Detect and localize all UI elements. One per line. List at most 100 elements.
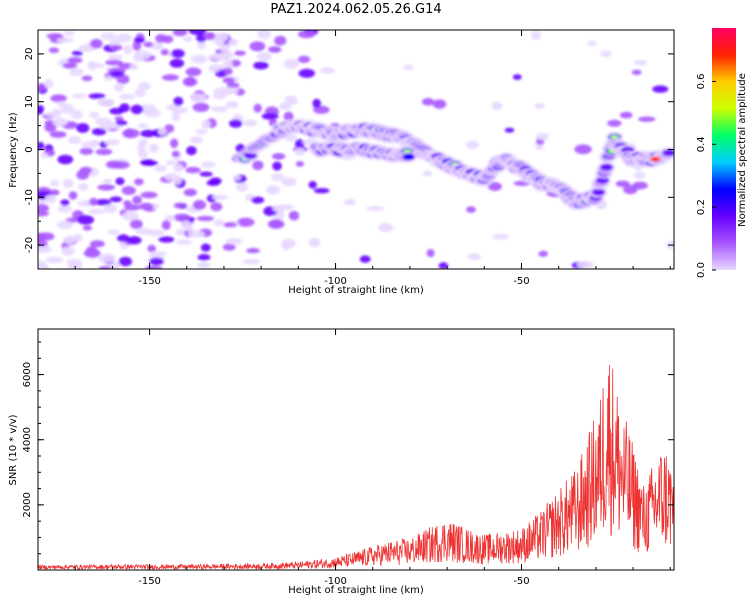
heatmap-cell (274, 35, 287, 46)
heatmap-cell (284, 95, 298, 102)
heatmap-cell (70, 109, 83, 120)
heatmap-cell (535, 132, 550, 141)
x-tick-label: -50 (513, 576, 529, 587)
heatmap-cell (217, 52, 230, 61)
heatmap-cell (79, 147, 94, 155)
heatmap-cell (232, 175, 242, 181)
heatmap-cell (124, 128, 134, 138)
heatmap-cell (288, 210, 300, 221)
heatmap-cell (253, 61, 269, 70)
heatmap-cell (421, 98, 435, 106)
heatmap-cell (56, 37, 74, 43)
heatmap-cell (43, 79, 54, 89)
heatmap-cell (154, 165, 167, 172)
colorbar-tick-label: 0.6 (696, 73, 707, 89)
heatmap-cell (587, 40, 597, 47)
x-tick-label: -50 (513, 276, 529, 287)
heatmap-cell (137, 123, 149, 129)
heatmap-cell (150, 42, 164, 51)
heatmap-cell (189, 136, 203, 144)
heatmap-cell (133, 37, 145, 43)
heatmap-cell (268, 46, 282, 53)
heatmap-cell (169, 58, 185, 68)
heatmap-cell (161, 220, 171, 231)
heatmap-cell (140, 159, 155, 166)
heatmap-cell (62, 62, 78, 69)
heatmap-cell (422, 170, 433, 177)
heatmap-cell (63, 235, 76, 245)
heatmap-cell (62, 178, 74, 189)
heatmap-y-axis-label: Frequency (Hz) (8, 112, 19, 188)
heatmap-cell (95, 148, 113, 156)
heatmap-cell (51, 108, 62, 118)
heatmap-cell (63, 30, 75, 36)
heatmap-cell (143, 41, 154, 48)
heatmap-cell (534, 144, 544, 150)
snr-frame (37, 328, 675, 571)
heatmap-cell (183, 188, 197, 197)
heatmap-cell (81, 75, 93, 82)
snr-x-axis-label: Height of straight line (km) (288, 585, 424, 596)
heatmap-cell (77, 183, 89, 191)
x-tick-label: -150 (138, 576, 161, 587)
heatmap-cell (148, 143, 159, 153)
heatmap-cell (188, 30, 207, 35)
heatmap-cell (116, 234, 130, 243)
heatmap-cell (234, 50, 246, 56)
heatmap-cell (46, 33, 63, 39)
heatmap-cell (402, 64, 414, 71)
heatmap-cell (44, 122, 57, 133)
heatmap-cell (72, 93, 87, 99)
heatmap-cell (138, 149, 148, 160)
heatmap-cell (297, 30, 316, 39)
heatmap-cell (104, 75, 113, 81)
x-tick-label: -100 (324, 576, 347, 587)
heatmap-cell (187, 230, 205, 238)
heatmap-cell (253, 103, 262, 113)
heatmap-cell (467, 253, 481, 261)
colorbar-tick-label: 0.2 (696, 199, 707, 215)
heatmap-cell (465, 140, 480, 150)
y-tick-label: 10 (24, 95, 35, 108)
heatmap-cell (256, 51, 272, 61)
heatmap-cell (44, 194, 56, 204)
heatmap-cell (366, 206, 385, 211)
heatmap-cell (52, 117, 68, 127)
heatmap-cell (534, 103, 545, 110)
heatmap-cell (278, 204, 294, 211)
snr-y-axis-label: SNR (10 * v/v) (8, 414, 19, 485)
heatmap-cell (157, 127, 167, 136)
heatmap-cell (57, 154, 74, 165)
heatmap-cell (140, 191, 158, 199)
heatmap-cell (251, 196, 265, 204)
heatmap-cell (203, 32, 216, 40)
heatmap-cell (61, 246, 75, 256)
heatmap-cell (94, 199, 112, 206)
heatmap-cell (186, 146, 197, 156)
heatmap-cell (149, 251, 167, 257)
heatmap-cell (119, 103, 130, 113)
y-tick-label: -10 (24, 189, 35, 205)
heatmap-cell (201, 119, 211, 129)
heatmap-cell (244, 152, 257, 160)
heatmap-cell (109, 44, 123, 51)
heatmap-cell (90, 38, 103, 49)
heatmap-cell (121, 186, 136, 195)
heatmap-cell (487, 182, 502, 191)
heatmap-cell (214, 219, 225, 227)
heatmap-cell (196, 41, 207, 50)
y-tick-label: 0 (24, 146, 35, 152)
heatmap-cell (97, 184, 116, 191)
heatmap-cell (633, 171, 646, 180)
heatmap-cell (57, 204, 72, 213)
heatmap-cell (210, 202, 223, 212)
heatmap-cell (223, 67, 233, 75)
heatmap-cell (149, 257, 164, 266)
heatmap-cell (212, 91, 227, 100)
colorbar-label: Normalized spectral amplitude (737, 73, 748, 227)
heatmap-cell (87, 62, 105, 69)
heatmap-cell (40, 152, 49, 159)
heatmap-cell (308, 237, 321, 248)
heatmap-cell (200, 161, 216, 168)
heatmap-cell (134, 88, 146, 98)
